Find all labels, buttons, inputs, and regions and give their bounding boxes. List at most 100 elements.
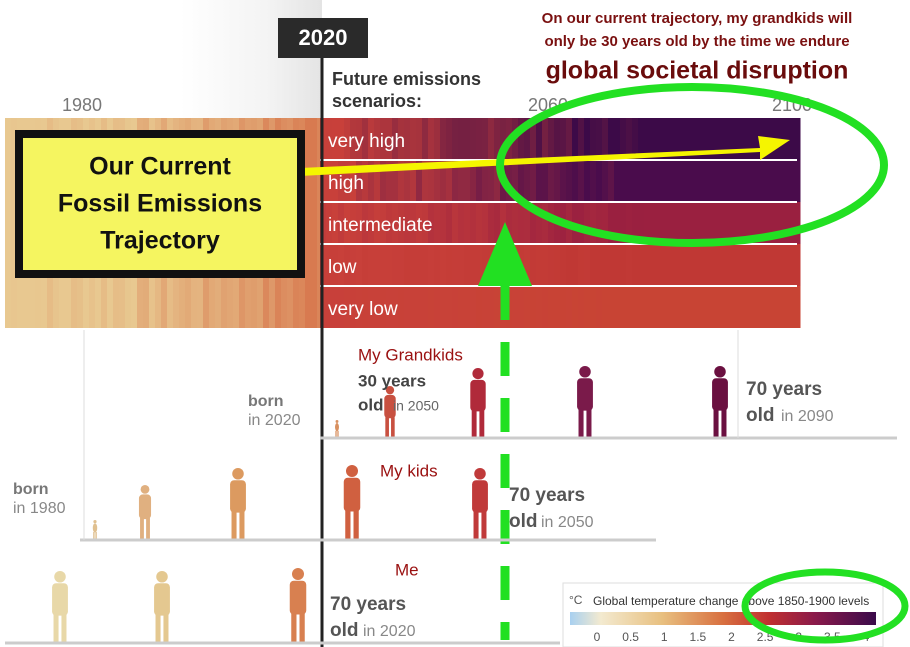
stripe	[746, 160, 753, 202]
stripe	[410, 286, 417, 328]
age-label: 70 years	[509, 485, 585, 506]
stripe	[698, 202, 705, 244]
stripe	[632, 244, 639, 286]
stripe	[596, 286, 603, 328]
scenarios-heading: scenarios:	[332, 91, 422, 111]
stripe	[716, 286, 723, 328]
stripe	[416, 244, 423, 286]
person-leg	[586, 409, 591, 438]
stripe	[674, 244, 681, 286]
stripe	[518, 202, 525, 244]
legend-tick-label: 0.5	[622, 630, 639, 644]
person-leg	[481, 511, 486, 540]
person-leg	[579, 409, 584, 438]
stripe	[530, 286, 537, 328]
stripe	[626, 244, 633, 286]
stripe	[710, 286, 717, 328]
stripe	[422, 118, 429, 160]
stripe	[536, 244, 543, 286]
stripe	[662, 160, 669, 202]
past-shade	[180, 0, 322, 118]
stripe	[668, 160, 675, 202]
annotation: only be 30 years old by the time we endu…	[544, 33, 849, 50]
stripe	[422, 244, 429, 286]
stripe	[584, 286, 591, 328]
stripe	[710, 160, 717, 202]
stripe	[584, 160, 591, 202]
stripe	[740, 118, 747, 160]
stripe	[584, 244, 591, 286]
stripe	[752, 286, 759, 328]
stripe	[776, 160, 783, 202]
stripe	[740, 244, 747, 286]
stripe	[470, 202, 477, 244]
stripe	[398, 244, 405, 286]
stripe	[578, 244, 585, 286]
stripe	[680, 244, 687, 286]
stripe	[434, 202, 441, 244]
stripe	[596, 118, 603, 160]
age-year: in 2090	[781, 408, 834, 425]
stripe	[758, 286, 765, 328]
stripe	[410, 244, 417, 286]
person-leg	[354, 510, 359, 540]
stripe	[542, 244, 549, 286]
stripe	[626, 160, 633, 202]
scenario-label: very low	[328, 299, 398, 320]
stripe	[434, 286, 441, 328]
stripe	[542, 160, 549, 202]
stripe	[704, 286, 711, 328]
annotation-emphasis: global societal disruption	[546, 57, 849, 85]
stripe	[536, 118, 543, 160]
stripe	[788, 160, 795, 202]
stripe	[536, 160, 543, 202]
stripe	[758, 244, 765, 286]
person-body	[139, 494, 151, 519]
legend-unit: °C	[569, 593, 583, 607]
stripe	[710, 244, 717, 286]
stripe	[428, 118, 435, 160]
stripe	[464, 244, 471, 286]
age-label: 30 years	[358, 371, 426, 390]
stripe	[614, 244, 621, 286]
person-head	[232, 468, 244, 480]
stripe	[656, 160, 663, 202]
person-head	[156, 571, 168, 583]
stripe	[356, 244, 363, 286]
stripe	[728, 286, 735, 328]
stripe	[488, 160, 495, 202]
stripe	[620, 244, 627, 286]
stripe	[446, 118, 453, 160]
stripe	[662, 286, 669, 328]
stripe	[362, 244, 369, 286]
stripe	[716, 244, 723, 286]
stripe	[590, 202, 597, 244]
stripe	[680, 286, 687, 328]
stripe	[476, 118, 483, 160]
person-leg	[291, 613, 296, 643]
stripe	[674, 160, 681, 202]
stripe	[548, 118, 555, 160]
stripe	[782, 118, 789, 160]
stripe	[542, 286, 549, 328]
stripe	[578, 118, 585, 160]
person-leg	[714, 409, 719, 438]
scenarios-heading: Future emissions	[332, 69, 481, 89]
stripe	[446, 244, 453, 286]
stripe	[458, 118, 465, 160]
stripe	[560, 286, 567, 328]
person-body	[470, 380, 485, 412]
stripe	[614, 160, 621, 202]
stripe	[554, 118, 561, 160]
colorbar	[570, 612, 876, 625]
person-head	[474, 468, 486, 480]
stripe	[692, 160, 699, 202]
callout-text: Trajectory	[100, 227, 220, 255]
stripe	[794, 160, 801, 202]
person-body	[344, 478, 361, 512]
stripe	[488, 286, 495, 328]
stripe	[686, 286, 693, 328]
person-body	[472, 480, 488, 512]
stripe	[440, 244, 447, 286]
stripe	[446, 202, 453, 244]
